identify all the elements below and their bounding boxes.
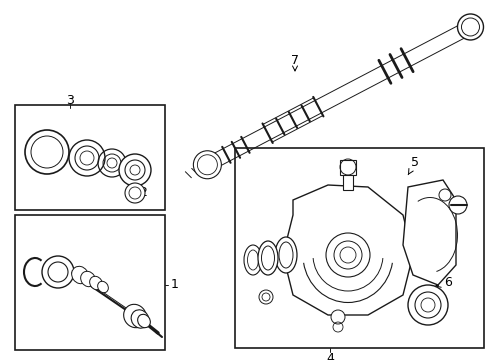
Polygon shape [402,180,455,285]
Circle shape [448,196,466,214]
Ellipse shape [138,314,150,328]
Text: 7: 7 [290,54,298,71]
Text: 1: 1 [171,279,179,292]
Ellipse shape [274,237,296,273]
Ellipse shape [457,14,483,40]
Bar [235,148,483,348]
Ellipse shape [89,276,102,290]
Circle shape [42,256,74,288]
Text: 2: 2 [131,185,146,198]
Ellipse shape [123,304,146,328]
Ellipse shape [193,151,221,179]
Text: 5: 5 [407,157,418,175]
Circle shape [438,189,450,201]
Circle shape [119,154,151,186]
Text: 3: 3 [66,94,74,107]
Bar [15,215,164,350]
Ellipse shape [244,245,262,275]
Ellipse shape [258,241,278,275]
Bar [15,105,164,210]
Ellipse shape [72,266,88,284]
Bar [339,160,355,175]
Text: 4: 4 [325,351,333,360]
Circle shape [259,290,272,304]
Circle shape [125,183,145,203]
Ellipse shape [81,271,95,287]
Circle shape [325,233,369,277]
Ellipse shape [98,281,108,293]
Circle shape [407,285,447,325]
Polygon shape [283,185,412,315]
Circle shape [330,310,345,324]
Bar [342,175,352,190]
Ellipse shape [131,310,148,328]
Text: 6: 6 [435,276,451,289]
